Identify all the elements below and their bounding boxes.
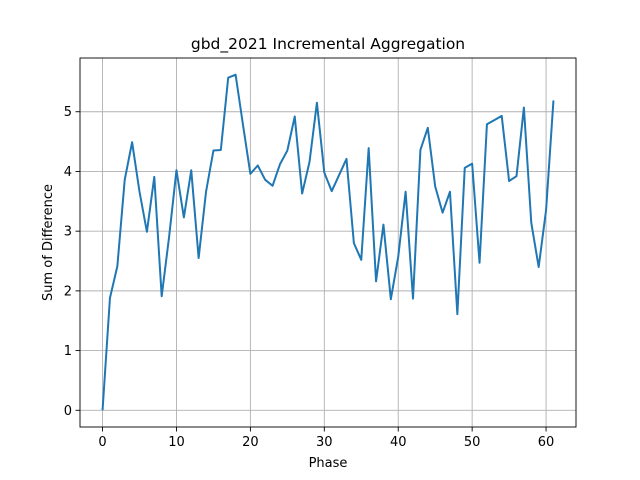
y-tick-label: 4 [64, 165, 72, 180]
y-tick-label: 1 [64, 344, 72, 359]
y-tick-label: 2 [64, 284, 72, 299]
x-tick-label: 10 [168, 435, 185, 450]
grid-lines [80, 58, 576, 427]
x-tick-label: 40 [390, 435, 407, 450]
y-tick-label: 5 [64, 105, 72, 120]
series-line [101, 73, 555, 411]
y-tick-label: 3 [64, 225, 72, 240]
axis-ticks: 0 10 20 30 40 50 60 0 1 2 3 4 5 [64, 105, 555, 450]
x-tick-label: 30 [316, 435, 333, 450]
x-tick-label: 20 [242, 435, 259, 450]
x-tick-label: 0 [98, 435, 106, 450]
chart-title: gbd_2021 Incremental Aggregation [191, 35, 465, 54]
x-tick-label: 60 [538, 435, 555, 450]
y-axis-label: Sum of Difference [41, 184, 56, 301]
y-tick-label: 0 [64, 404, 72, 419]
x-tick-label: 50 [464, 435, 481, 450]
x-axis-label: Phase [309, 456, 348, 471]
series-line-group [101, 73, 555, 411]
plot-area [79, 57, 577, 428]
